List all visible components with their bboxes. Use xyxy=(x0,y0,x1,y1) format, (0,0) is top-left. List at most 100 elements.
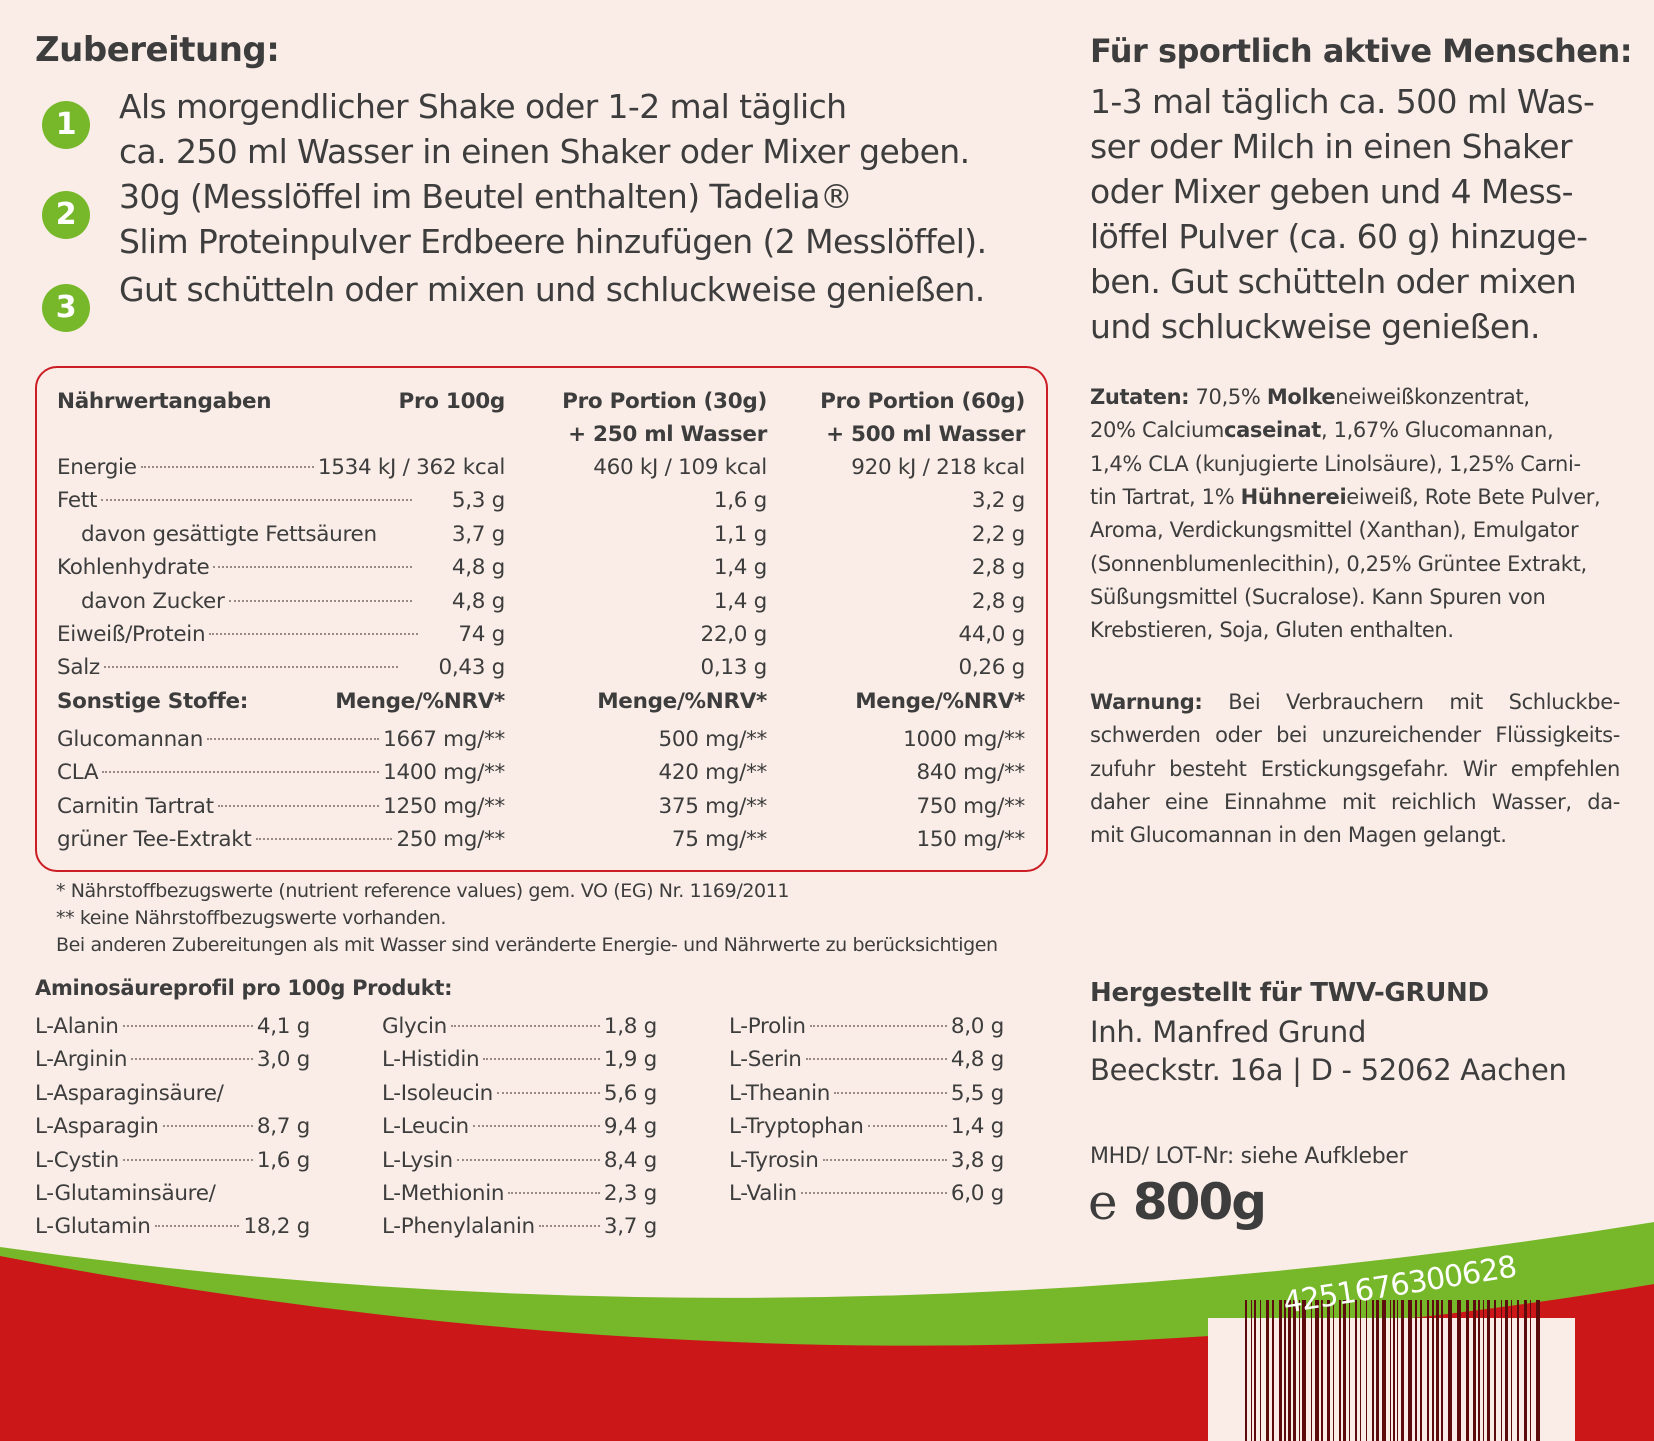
ingredients-line: Krebstieren, Soja, Gluten enthalten. xyxy=(1090,618,1454,642)
amino-row: L-Theanin 5,5 g xyxy=(729,1081,1004,1106)
amino-value: 18,2 g xyxy=(243,1214,310,1240)
amino-label: L-Theanin xyxy=(729,1080,831,1106)
dot-leader xyxy=(103,666,399,669)
amino-row: L-Isoleucin 5,6 g xyxy=(382,1081,657,1106)
nutrition-header-label: Nährwertangaben xyxy=(57,389,272,414)
barcode-bar xyxy=(1311,1300,1312,1441)
amino-value: 1,6 g xyxy=(256,1147,310,1173)
nutrition-cell-pro100: Fett 5,3 g xyxy=(57,485,505,517)
dot-leader xyxy=(456,1158,600,1161)
nutrition-cell-pro100: Eiweiß/Protein 74 g xyxy=(57,619,505,651)
barcode-bar xyxy=(1284,1300,1286,1441)
value-portion-30g: 22,0 g xyxy=(700,622,767,647)
amino-value: 8,4 g xyxy=(603,1147,657,1173)
athletes-title: Für sportlich aktive Menschen: xyxy=(1090,32,1633,70)
barcode-bar xyxy=(1457,1300,1461,1441)
value-portion-60g: 840 mg/** xyxy=(916,760,1025,786)
barcode-bar xyxy=(1333,1300,1334,1441)
dot-leader xyxy=(834,1091,947,1094)
dot-leader xyxy=(101,499,412,502)
dot-leader xyxy=(538,1225,600,1228)
amino-row: Glycin 1,8 g xyxy=(382,1014,657,1039)
warning-segment: daher eine Einnahme mit reichlich Wasser… xyxy=(1090,789,1620,814)
barcode-bar xyxy=(1483,1300,1484,1441)
nutrition-cell-pro100: Energie 1534 kJ / 362 kcal xyxy=(57,452,505,484)
nutrition-row: davon Zucker 4,8 g 1,4 g 2,8 g xyxy=(37,586,1050,618)
warning-line: mit Glucomannan in den Magen gelangt. xyxy=(1090,823,1507,847)
value-portion-30g: 500 mg/** xyxy=(658,727,767,752)
amino-label: L-Tryptophan xyxy=(729,1114,864,1140)
ingredients-segment: Hühnerei xyxy=(1240,484,1347,509)
amino-label: L-Cystin xyxy=(35,1147,119,1173)
ingredients-line: Zutaten: 70,5% Molkeneiweißkonzentrat, xyxy=(1090,385,1530,409)
dot-leader xyxy=(102,771,380,774)
barcode-bar xyxy=(1401,1300,1404,1441)
amino-value: 5,6 g xyxy=(603,1080,657,1106)
step-3-icon: 3 xyxy=(42,284,90,332)
athletes-line: löffel Pulver (ca. 60 g) hinzuge- xyxy=(1090,217,1588,256)
amino-row: L-Prolin 8,0 g xyxy=(729,1014,1004,1039)
amino-label: L-Lysin xyxy=(382,1147,453,1173)
barcode-bar xyxy=(1366,1300,1367,1441)
amino-value: 3,0 g xyxy=(256,1047,310,1073)
value-pro100: 1400 mg/** xyxy=(383,760,505,786)
warning-line: schwerden oder bei unzureichender Flüssi… xyxy=(1090,723,1620,747)
amino-value: 6,0 g xyxy=(950,1181,1004,1206)
nutrition-row: Salz 0,43 g 0,13 g 0,26 g xyxy=(37,652,1050,684)
ingredients-segment: neiweißkonzentrat, xyxy=(1335,385,1530,409)
net-weight: e 800g xyxy=(1088,1172,1267,1232)
amino-value: 1,8 g xyxy=(603,1014,657,1039)
step-2-text: 30g (Messlöffel im Beutel enthalten) Tad… xyxy=(119,177,853,216)
amino-row: L-Glutaminsäure/ xyxy=(35,1181,310,1206)
barcode-bar xyxy=(1505,1300,1508,1441)
barcode-bar xyxy=(1473,1300,1476,1441)
value-portion-60g: 2,8 g xyxy=(971,588,1025,614)
amino-title: Aminosäureprofil pro 100g Produkt: xyxy=(35,976,453,1000)
value-portion-60g: 750 mg/** xyxy=(916,793,1025,819)
dot-leader xyxy=(228,599,412,602)
value-portion-60g: 150 mg/** xyxy=(916,827,1025,853)
dot-leader xyxy=(508,1192,600,1194)
nutrient-label: Eiweiß/Protein xyxy=(57,622,206,647)
barcode-bar xyxy=(1415,1300,1417,1441)
amino-value: 8,7 g xyxy=(256,1114,310,1140)
barcode-bar xyxy=(1432,1300,1434,1441)
barcode-bar xyxy=(1382,1300,1386,1441)
nutrition-cell-pro100: Carnitin Tartrat 1250 mg/** xyxy=(57,791,505,823)
nutrition-row: CLA 1400 mg/** 420 mg/** 840 mg/** xyxy=(37,757,1050,789)
barcode-bar xyxy=(1427,1300,1429,1441)
barcode-bar xyxy=(1293,1300,1296,1441)
other-col2-header: Menge/%NRV* xyxy=(597,689,767,714)
nutrition-row: Energie 1534 kJ / 362 kcal 460 kJ / 109 kc… xyxy=(37,452,1050,484)
amino-row: L-Leucin 9,4 g xyxy=(382,1114,657,1139)
warning-segment: Bei Verbrauchern mit Schluckbe- xyxy=(1202,690,1620,714)
barcode-bar xyxy=(1360,1300,1361,1441)
barcode-bar xyxy=(1408,1300,1412,1441)
footnote-1: * Nährstoffbezugswerte (nutrient referen… xyxy=(56,880,790,902)
barcode-bars xyxy=(1245,1300,1540,1441)
ingredients-segment: Molke xyxy=(1266,385,1336,409)
barcode-bar xyxy=(1272,1300,1274,1441)
nutrition-cell-pro100: Salz 0,43 g xyxy=(57,652,505,684)
barcode-bar xyxy=(1302,1300,1306,1441)
value-portion-60g: 3,2 g xyxy=(971,488,1025,514)
barcode-bar xyxy=(1466,1300,1469,1441)
amino-row: L-Tyrosin 3,8 g xyxy=(729,1148,1004,1173)
step-3-text: Gut schütteln oder mixen und schluckweis… xyxy=(119,270,985,309)
barcode-bar xyxy=(1536,1300,1540,1441)
nutrient-label: Salz xyxy=(57,655,100,681)
amino-label: L-Glutaminsäure/ xyxy=(35,1181,216,1206)
weight-value: 800g xyxy=(1132,1173,1267,1231)
nutrition-row: Carnitin Tartrat 1250 mg/** 375 mg/** 750 m… xyxy=(37,791,1050,823)
barcode-bar xyxy=(1245,1300,1247,1441)
nutrition-row: Kohlenhydrate 4,8 g 1,4 g 2,8 g xyxy=(37,552,1050,584)
barcode-bar xyxy=(1441,1300,1443,1441)
barcode-bar xyxy=(1260,1300,1261,1441)
dot-leader xyxy=(122,1158,253,1161)
value-portion-30g: 0,13 g xyxy=(700,655,767,681)
dot-leader xyxy=(255,838,393,841)
value-portion-30g: 375 mg/** xyxy=(658,793,767,819)
ingredients-segment: 70,5% xyxy=(1189,385,1267,409)
amino-label: L-Histidin xyxy=(382,1047,480,1073)
